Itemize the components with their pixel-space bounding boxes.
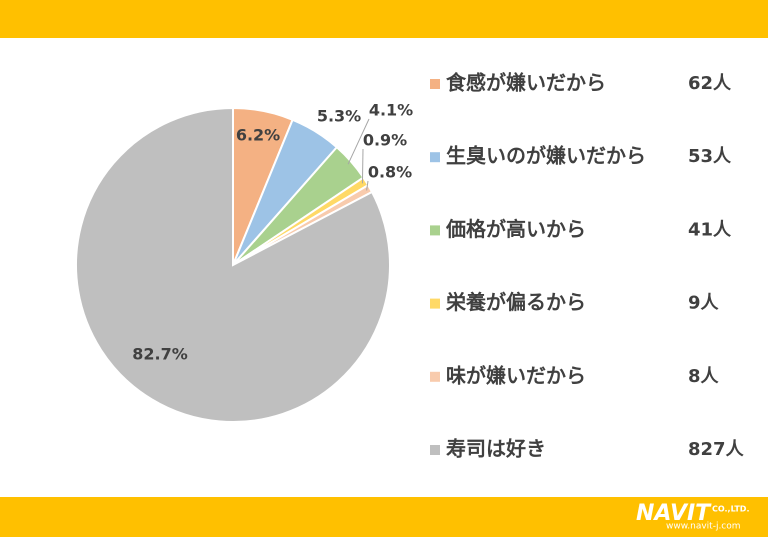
- legend-label: 食感が嫌いだから: [446, 71, 606, 95]
- leader-line: [361, 148, 364, 184]
- data-label: 0.9%: [363, 131, 407, 150]
- legend-swatch: [430, 371, 440, 382]
- bottom-band: [0, 497, 768, 537]
- count-label: 53人: [688, 146, 732, 167]
- legend-swatch: [430, 225, 440, 236]
- logo-url: www.navit-j.com: [666, 522, 741, 532]
- legend-swatch: [430, 298, 440, 309]
- legend-swatch: [430, 79, 440, 89]
- leader-line: [366, 180, 369, 191]
- data-label: 0.8%: [368, 163, 412, 182]
- legend-label: 寿司は好き: [446, 437, 546, 461]
- count-label: 8人: [688, 366, 720, 387]
- legend-label: 味が嫌いだから: [446, 363, 586, 387]
- data-label: 6.2%: [236, 126, 280, 145]
- legend-label: 価格が高いから: [445, 217, 586, 241]
- data-label: 5.3%: [317, 107, 361, 126]
- legend-label: 栄養が偏るから: [445, 290, 586, 314]
- leader-line: [347, 118, 370, 165]
- legend-label: 生臭いのが嫌いだから: [446, 144, 646, 168]
- top-band: [0, 0, 768, 38]
- count-label: 62人: [688, 73, 732, 94]
- data-label: 4.1%: [369, 101, 413, 120]
- count-label: 827人: [688, 439, 745, 460]
- logo-suffix: CO.,LTD.: [712, 505, 749, 514]
- pie-slice: [75, 106, 391, 423]
- count-label: 9人: [688, 293, 720, 314]
- data-label: 82.7%: [132, 345, 188, 364]
- count-label: 41人: [688, 219, 732, 240]
- logo-name: NAVIT: [636, 501, 712, 526]
- legend-swatch: [430, 445, 440, 455]
- legend-swatch: [430, 152, 440, 163]
